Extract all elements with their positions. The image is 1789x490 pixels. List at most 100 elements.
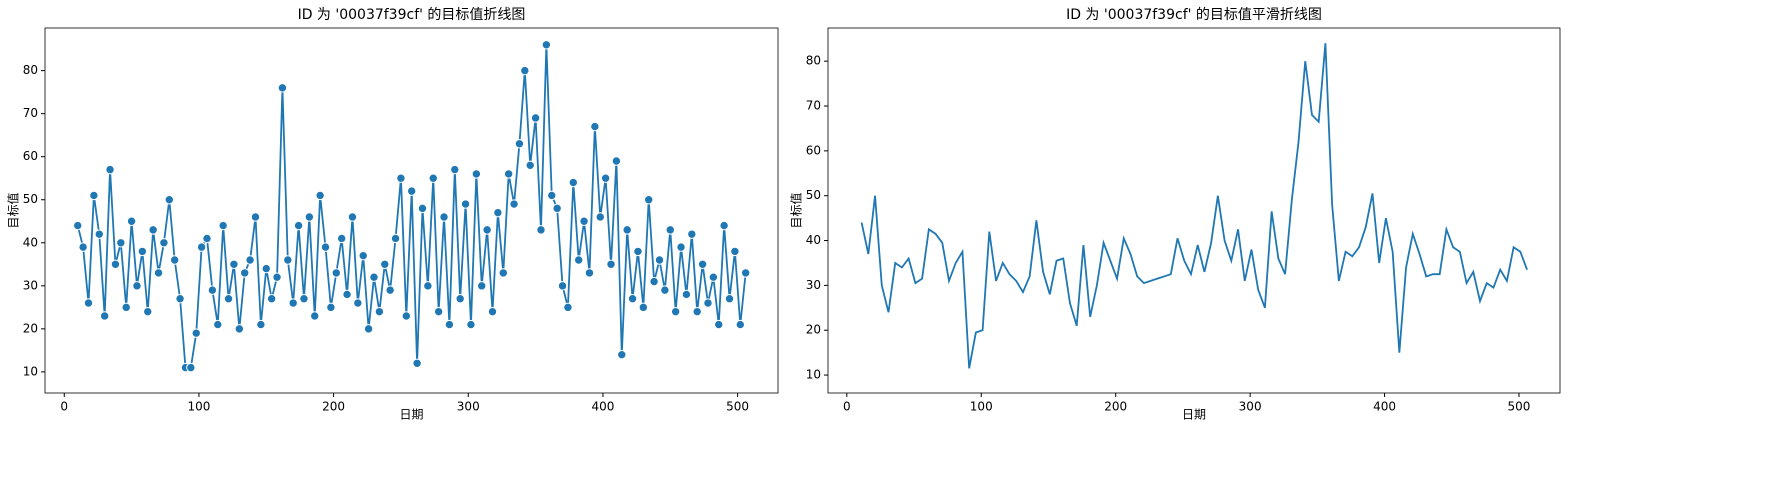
y-tick-label: 60: [806, 143, 821, 157]
data-point: [568, 177, 579, 188]
plot-frame: [44, 27, 779, 394]
data-point: [105, 164, 115, 175]
data-point: [229, 259, 239, 270]
data-point: [169, 255, 180, 265]
data-point: [633, 246, 643, 257]
data-point: [310, 311, 320, 321]
x-tick-label: 300: [1239, 400, 1262, 414]
data-point: [277, 83, 288, 93]
x-tick-label: 500: [1508, 400, 1531, 414]
data-point: [730, 246, 740, 257]
data-point: [89, 190, 99, 201]
data-line: [76, 44, 747, 369]
x-tick-label: 300: [457, 400, 480, 414]
x-tick-label: 100: [187, 400, 210, 414]
data-point: [266, 294, 277, 304]
data-point: [148, 225, 158, 235]
data-point: [143, 306, 153, 317]
data-point: [78, 242, 88, 252]
data-point: [708, 272, 719, 282]
x-tick-label: 400: [1373, 400, 1396, 414]
y-tick-label: 10: [806, 368, 821, 382]
data-point: [714, 319, 724, 330]
y-axis-label: 目标值: [6, 192, 21, 228]
y-tick-label: 80: [806, 54, 821, 68]
data-point: [665, 225, 675, 235]
data-point: [638, 302, 649, 313]
data-point: [600, 173, 611, 183]
data-point: [363, 324, 374, 334]
data-point: [385, 285, 395, 295]
data-point: [347, 212, 358, 222]
x-axis-label: 日期: [1182, 408, 1206, 422]
data-point: [407, 186, 417, 196]
data-point: [460, 199, 471, 209]
data-point: [94, 229, 104, 239]
data-point: [175, 294, 185, 304]
data-point: [315, 190, 325, 201]
data-point: [126, 216, 137, 226]
chart-title: ID 为 '00037f39cf' 的目标值折线图: [298, 7, 526, 23]
y-tick-label: 10: [23, 364, 38, 378]
x-tick-label: 500: [726, 400, 749, 414]
data-point: [660, 285, 670, 295]
data-point: [218, 220, 228, 231]
data-point: [703, 298, 713, 308]
data-point: [288, 298, 298, 308]
plot-frame: [827, 27, 1561, 394]
data-point: [520, 65, 530, 76]
data-point: [477, 281, 487, 291]
data-point: [390, 233, 401, 244]
y-axis-label: 目标值: [789, 192, 804, 228]
data-point: [369, 272, 379, 282]
data-point: [401, 311, 412, 321]
chart-title: ID 为 '00037f39cf' 的目标值平滑折线图: [1066, 6, 1322, 23]
data-point: [724, 294, 735, 304]
data-point: [455, 294, 465, 304]
data-point: [606, 259, 616, 270]
data-point: [196, 242, 207, 252]
x-axis-label: 日期: [399, 408, 423, 422]
y-tick-label: 50: [23, 192, 38, 206]
data-point: [326, 302, 336, 313]
data-point: [164, 195, 174, 205]
data-point: [525, 160, 535, 171]
data-point: [611, 156, 622, 166]
data-point: [186, 362, 196, 373]
data-point: [374, 306, 385, 317]
data-point: [358, 250, 368, 261]
x-tick-label: 400: [591, 400, 614, 414]
data-point: [493, 207, 503, 218]
data-point: [649, 276, 659, 287]
data-point: [735, 319, 745, 330]
data-point: [487, 306, 498, 317]
data-point: [627, 294, 638, 304]
data-point: [482, 225, 492, 235]
x-tick-label: 200: [322, 400, 345, 414]
data-line: [860, 43, 1528, 369]
data-point: [423, 281, 433, 291]
data-point: [293, 220, 304, 231]
data-point: [223, 294, 234, 304]
data-point: [590, 121, 600, 132]
data-point: [417, 203, 428, 214]
y-tick-label: 40: [23, 235, 38, 249]
data-point: [234, 324, 245, 334]
data-point: [622, 225, 632, 235]
data-point: [644, 195, 654, 205]
data-point: [617, 349, 627, 360]
data-point: [213, 319, 223, 330]
data-point: [681, 289, 692, 300]
y-tick-label: 30: [806, 278, 821, 292]
y-tick-label: 20: [806, 323, 821, 337]
data-point: [670, 306, 681, 317]
data-point: [557, 281, 568, 291]
data-point: [740, 268, 751, 278]
data-point: [320, 242, 331, 252]
data-point: [256, 319, 266, 330]
data-point: [503, 169, 514, 179]
y-tick-label: 20: [23, 321, 38, 335]
data-point: [444, 319, 455, 330]
data-point: [304, 212, 315, 222]
data-point: [159, 238, 169, 248]
